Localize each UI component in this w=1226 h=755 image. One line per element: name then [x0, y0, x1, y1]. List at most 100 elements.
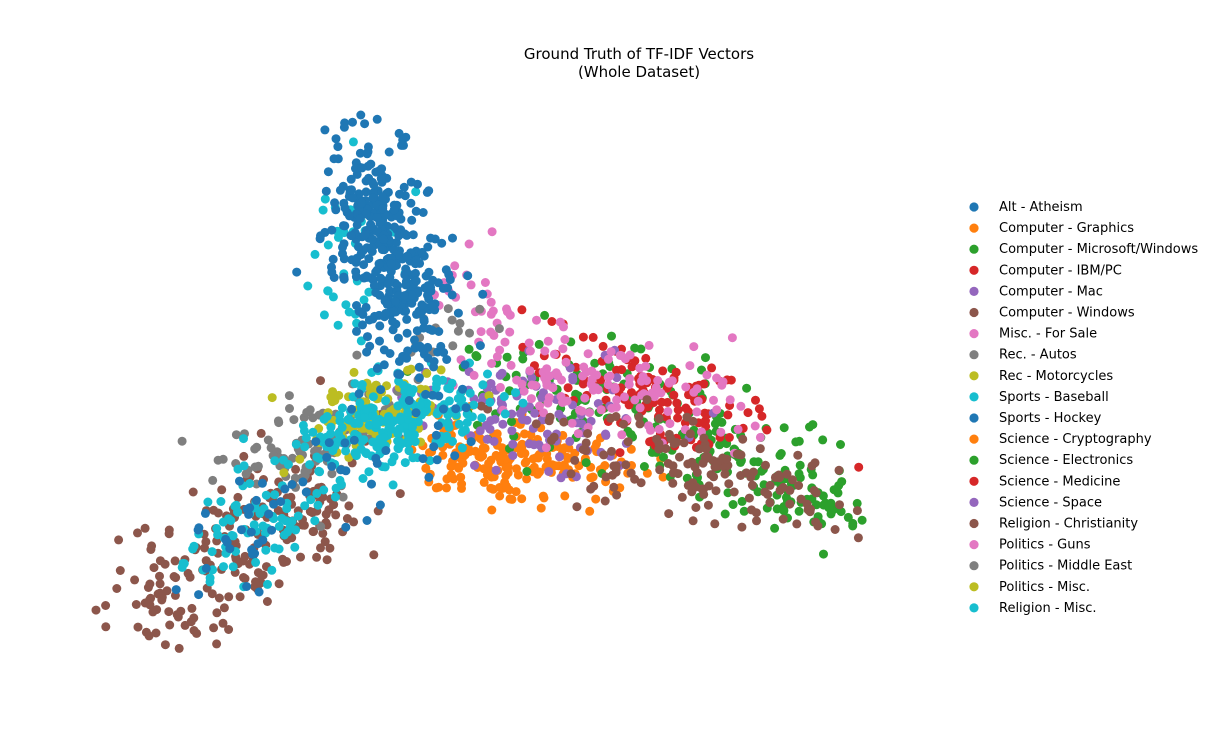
data-point [583, 429, 593, 438]
data-point [853, 533, 863, 543]
data-point [101, 622, 111, 632]
data-point [461, 403, 471, 413]
data-point [381, 396, 391, 406]
data-point [372, 114, 382, 124]
data-point [443, 418, 453, 428]
data-point [852, 506, 862, 516]
data-point [425, 456, 435, 466]
data-point [151, 628, 161, 638]
data-point [543, 336, 553, 346]
data-point [478, 443, 488, 453]
data-point [482, 434, 492, 444]
data-point [395, 370, 405, 379]
data-point [542, 364, 552, 374]
data-point [381, 308, 391, 318]
data-point [478, 380, 488, 390]
data-point [453, 394, 463, 403]
data-point [528, 454, 538, 464]
data-point [253, 568, 263, 578]
data-point [429, 442, 439, 452]
data-point [359, 273, 369, 283]
data-point [691, 503, 701, 512]
data-point [408, 230, 418, 240]
data-point [408, 453, 418, 463]
data-point [599, 450, 609, 460]
data-point [194, 590, 204, 600]
data-point [665, 419, 675, 429]
data-point [744, 493, 754, 503]
data-point [187, 603, 197, 613]
data-point [101, 601, 111, 610]
data-point [448, 233, 457, 243]
legend-item: Politics - Guns [969, 538, 1091, 553]
data-point [165, 620, 175, 630]
data-point [526, 394, 536, 404]
data-point [170, 556, 180, 566]
data-point [282, 504, 292, 514]
data-point [450, 261, 460, 271]
data-point [722, 454, 732, 464]
data-point [699, 489, 709, 499]
data-point [253, 461, 263, 471]
data-point [623, 437, 633, 447]
data-point [318, 205, 328, 215]
legend-marker [969, 265, 979, 275]
data-point [738, 434, 748, 444]
data-point [378, 204, 388, 214]
data-point [578, 371, 588, 381]
chart-title: Ground Truth of TF-IDF Vectors (Whole Da… [524, 45, 754, 81]
data-point [331, 134, 341, 144]
data-point [657, 397, 667, 407]
data-point [337, 403, 347, 413]
data-point [658, 472, 668, 482]
legend-marker [969, 350, 979, 360]
data-point [724, 479, 734, 489]
legend-item: Computer - Microsoft/Windows [969, 242, 1198, 257]
data-point [301, 433, 311, 443]
data-point [377, 245, 387, 255]
data-point [395, 415, 405, 425]
data-point [470, 461, 479, 470]
data-point [214, 593, 224, 603]
data-point [339, 254, 349, 264]
data-point [367, 479, 376, 489]
data-point [140, 523, 150, 533]
data-point [770, 523, 780, 533]
data-point [541, 443, 551, 453]
data-point [711, 486, 721, 496]
data-point [376, 273, 386, 283]
data-point [448, 341, 458, 351]
data-point [601, 430, 611, 440]
data-point [316, 543, 325, 553]
data-point [480, 278, 490, 287]
data-point [794, 481, 804, 490]
data-point [463, 271, 473, 281]
data-point [625, 350, 635, 360]
data-point [782, 469, 792, 479]
data-point [524, 338, 534, 348]
data-point [563, 383, 573, 393]
data-point [805, 422, 814, 432]
data-point [753, 457, 763, 467]
data-point [495, 491, 505, 501]
data-point [634, 412, 644, 422]
legend-label: Sports - Baseball [999, 390, 1109, 405]
data-point [460, 425, 470, 435]
data-point [269, 499, 279, 509]
data-point [712, 405, 722, 415]
data-point [316, 376, 325, 386]
data-point [436, 365, 446, 375]
data-point [393, 333, 403, 343]
data-point [371, 267, 381, 277]
data-point [133, 528, 142, 538]
data-point [567, 418, 577, 428]
data-point [654, 444, 664, 454]
data-point [347, 185, 356, 195]
data-point [213, 455, 223, 465]
data-point [213, 530, 223, 540]
data-point [335, 410, 345, 420]
data-point [329, 154, 339, 164]
data-point [556, 392, 566, 401]
data-point [495, 382, 505, 392]
data-point [438, 404, 448, 414]
